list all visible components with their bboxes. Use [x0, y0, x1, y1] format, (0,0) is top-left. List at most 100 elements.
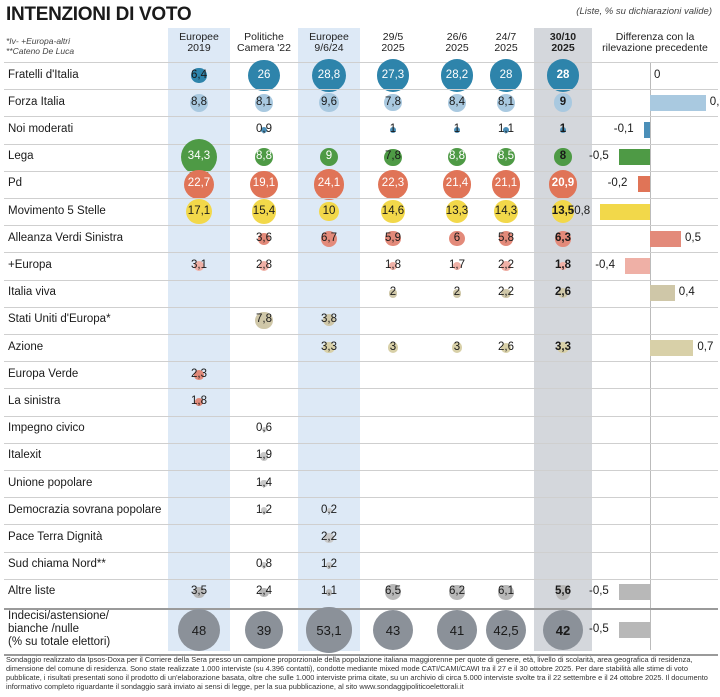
- value-bubble: [451, 342, 463, 353]
- row-separator: [4, 306, 718, 308]
- column-header: 30/10 2025: [532, 32, 594, 54]
- value-bubble: [255, 93, 273, 112]
- party-label-line: bianche /nulle: [8, 623, 79, 635]
- column-header-line: 2025: [494, 42, 518, 54]
- value-bubble: [387, 342, 399, 353]
- value-label: 1,8: [191, 395, 207, 407]
- value-label: 1,2: [321, 558, 337, 571]
- value-label: 8,8: [256, 150, 272, 163]
- value-bubble: [193, 586, 205, 599]
- value-label: 2,8: [256, 259, 272, 271]
- column-header-line: 30/10: [549, 31, 577, 43]
- value-bubble: [260, 507, 268, 515]
- row-separator: [4, 470, 718, 471]
- diff-value: -0,5: [589, 150, 609, 163]
- value-bubble: [306, 607, 352, 653]
- value-bubble: [502, 126, 510, 134]
- diff-value: 0: [654, 68, 661, 81]
- value-label: 8,8: [449, 150, 465, 163]
- party-label: Democrazia sovrana popolare: [8, 503, 162, 516]
- value-bubble: [376, 59, 410, 92]
- value-bubble: [494, 199, 518, 224]
- party-label: Stati Uniti d'Europa*: [8, 313, 111, 326]
- value-bubble: [452, 288, 462, 298]
- value-label: 39: [256, 623, 272, 638]
- undecided-separator: [4, 608, 718, 610]
- value-label: 1,1: [498, 123, 514, 135]
- value-bubble: [557, 341, 569, 354]
- diff-value: -0,1: [613, 123, 634, 135]
- row-separator: [4, 252, 718, 254]
- value-label: 7,8: [256, 313, 272, 326]
- value-bubble: [559, 126, 567, 134]
- value-bubble: [500, 342, 511, 353]
- value-bubble: [254, 148, 274, 167]
- value-bubble: [557, 288, 568, 299]
- diff-bar: [643, 122, 650, 138]
- value-label: 6: [453, 231, 461, 244]
- value-bubble: [385, 231, 401, 247]
- value-label: 48: [191, 623, 207, 638]
- row-separator: [4, 524, 718, 526]
- party-label: Fratelli d'Italia: [8, 68, 79, 81]
- value-label: 3: [453, 340, 461, 353]
- value-bubble: [258, 232, 270, 245]
- value-label: 1,9: [256, 449, 272, 462]
- column-bg-europee-2019: [168, 28, 230, 651]
- value-bubble: [372, 609, 414, 651]
- row-separator: [4, 578, 718, 580]
- party-label: Altre liste: [8, 585, 56, 598]
- value-label: 8,5: [498, 150, 514, 163]
- value-bubble: [261, 426, 267, 432]
- row-separator: [4, 198, 718, 199]
- value-label: 22,7: [187, 177, 211, 190]
- diff-header-line2: rilevazione precedente: [602, 42, 708, 54]
- value-bubble: [261, 562, 267, 568]
- column-header: Europee 9/6/24: [298, 32, 360, 54]
- value-label: 3: [389, 340, 397, 353]
- footnote-cateno: **Cateno De Luca: [6, 46, 75, 56]
- value-label: 1,2: [256, 503, 272, 516]
- column-header: Europee 2019: [168, 32, 230, 54]
- row-separator: [4, 225, 718, 227]
- value-bubble: [384, 148, 402, 166]
- row-separator: [4, 361, 718, 363]
- value-bubble: [452, 261, 462, 271]
- value-label: 1,7: [449, 259, 465, 271]
- value-label: 13,3: [445, 204, 469, 217]
- diff-bar: [619, 622, 650, 638]
- party-label: Lega: [8, 150, 34, 163]
- value-bubble: [194, 370, 204, 380]
- diff-bar: [625, 258, 650, 274]
- value-bubble: [553, 93, 573, 113]
- value-label: 21,4: [445, 177, 469, 190]
- value-label: 20,9: [551, 177, 575, 190]
- value-bubble: [389, 126, 397, 134]
- value-label: 5,9: [385, 231, 401, 244]
- diff-bar: [637, 176, 650, 193]
- column-header-line: 26/6: [446, 31, 468, 43]
- diff-value: -0,2: [607, 177, 628, 190]
- row-separator: [4, 279, 718, 281]
- column-bg-latest: [534, 28, 592, 651]
- value-bubble: [193, 260, 205, 272]
- value-label: 21,1: [494, 177, 518, 190]
- value-bubble: [554, 148, 572, 166]
- value-bubble: [440, 59, 474, 93]
- value-label: 28: [556, 68, 570, 81]
- column-header: Politiche Camera '22: [233, 32, 295, 54]
- diff-bar: [650, 285, 675, 302]
- value-bubble: [437, 610, 477, 650]
- value-label: 0,8: [256, 558, 272, 571]
- footnote-iv-europa: *Iv- +Europa-altri: [6, 36, 71, 46]
- diff-zero-axis: [650, 62, 651, 650]
- value-label: 2,2: [498, 259, 514, 271]
- party-label: Impegno civico: [8, 422, 85, 435]
- diff-bar: [650, 339, 694, 356]
- value-bubble: [388, 288, 398, 298]
- column-header: 26/6 2025: [426, 32, 488, 54]
- value-bubble: [388, 261, 398, 271]
- chart-subtitle: (Liste, % su dichiarazioni valide): [576, 6, 712, 17]
- value-label: 6,5: [385, 585, 401, 598]
- row-separator: [4, 170, 718, 172]
